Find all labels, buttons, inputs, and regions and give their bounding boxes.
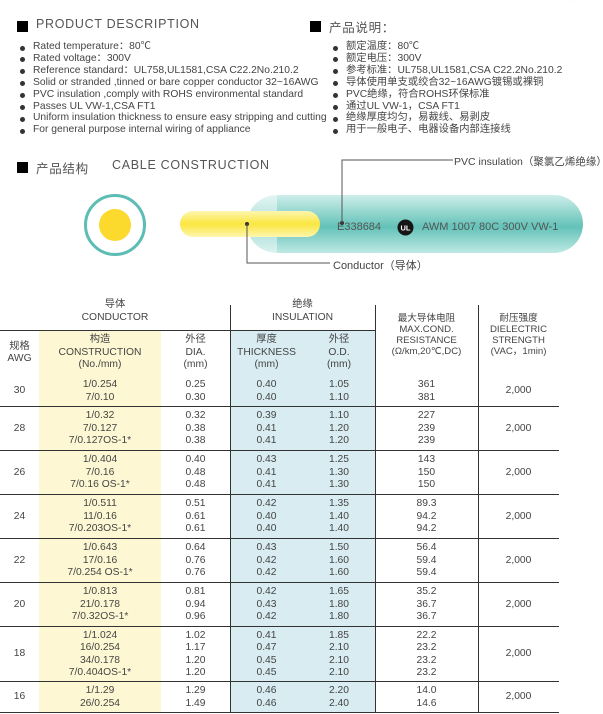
svg-text:AWM 1007 80C 300V VW-1: AWM 1007 80C 300V VW-1: [422, 221, 558, 233]
svg-text:UL: UL: [401, 224, 411, 233]
